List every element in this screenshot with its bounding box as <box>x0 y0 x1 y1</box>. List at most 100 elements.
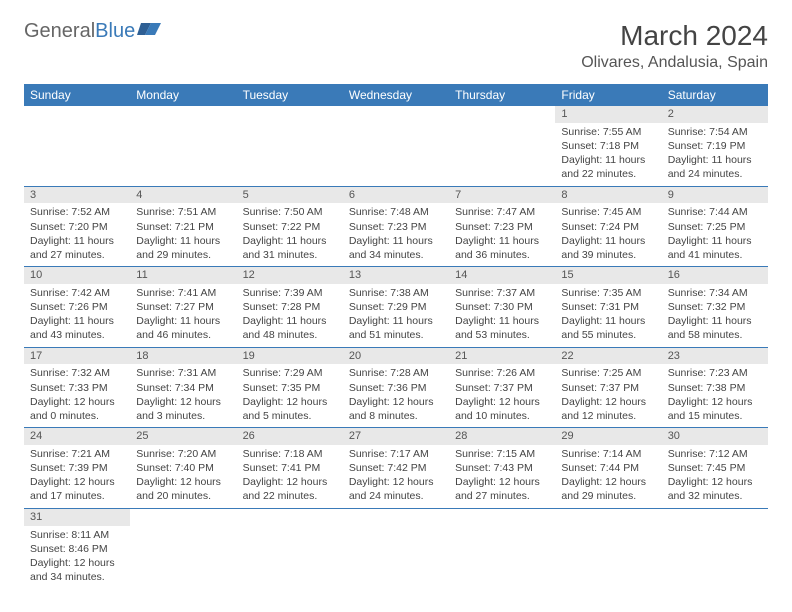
day-content: Sunrise: 7:39 AMSunset: 7:28 PMDaylight:… <box>237 284 343 347</box>
daylight-line: Daylight: 11 hours and 22 minutes. <box>561 153 655 181</box>
sunrise-line: Sunrise: 7:14 AM <box>561 447 655 461</box>
sunset-line: Sunset: 7:19 PM <box>668 139 762 153</box>
calendar-day-cell: 14Sunrise: 7:37 AMSunset: 7:30 PMDayligh… <box>449 267 555 348</box>
sunrise-line: Sunrise: 7:31 AM <box>136 366 230 380</box>
sunset-line: Sunset: 7:37 PM <box>561 381 655 395</box>
day-number: 29 <box>555 428 661 445</box>
calendar-empty-cell <box>237 106 343 186</box>
calendar-day-cell: 15Sunrise: 7:35 AMSunset: 7:31 PMDayligh… <box>555 267 661 348</box>
daylight-line: Daylight: 11 hours and 46 minutes. <box>136 314 230 342</box>
daylight-line: Daylight: 12 hours and 27 minutes. <box>455 475 549 503</box>
sunrise-line: Sunrise: 7:32 AM <box>30 366 124 380</box>
sunset-line: Sunset: 7:37 PM <box>455 381 549 395</box>
day-number: 1 <box>555 106 661 123</box>
day-content: Sunrise: 7:44 AMSunset: 7:25 PMDaylight:… <box>662 203 768 266</box>
day-number: 15 <box>555 267 661 284</box>
day-content: Sunrise: 7:20 AMSunset: 7:40 PMDaylight:… <box>130 445 236 508</box>
day-content: Sunrise: 7:21 AMSunset: 7:39 PMDaylight:… <box>24 445 130 508</box>
calendar-day-cell: 4Sunrise: 7:51 AMSunset: 7:21 PMDaylight… <box>130 186 236 267</box>
day-content: Sunrise: 7:32 AMSunset: 7:33 PMDaylight:… <box>24 364 130 427</box>
sunrise-line: Sunrise: 7:45 AM <box>561 205 655 219</box>
calendar-day-cell: 29Sunrise: 7:14 AMSunset: 7:44 PMDayligh… <box>555 428 661 509</box>
weekday-header: Saturday <box>662 84 768 106</box>
title-block: March 2024 Olivares, Andalusia, Spain <box>581 20 768 72</box>
sunset-line: Sunset: 7:28 PM <box>243 300 337 314</box>
daylight-line: Daylight: 12 hours and 8 minutes. <box>349 395 443 423</box>
day-content: Sunrise: 7:37 AMSunset: 7:30 PMDaylight:… <box>449 284 555 347</box>
day-number: 25 <box>130 428 236 445</box>
month-title: March 2024 <box>581 20 768 52</box>
daylight-line: Daylight: 11 hours and 58 minutes. <box>668 314 762 342</box>
day-number: 22 <box>555 348 661 365</box>
sunrise-line: Sunrise: 7:42 AM <box>30 286 124 300</box>
calendar-empty-cell <box>130 106 236 186</box>
sunrise-line: Sunrise: 7:48 AM <box>349 205 443 219</box>
sunset-line: Sunset: 7:35 PM <box>243 381 337 395</box>
logo-text-2: Blue <box>95 20 135 43</box>
day-content: Sunrise: 7:41 AMSunset: 7:27 PMDaylight:… <box>130 284 236 347</box>
daylight-line: Daylight: 12 hours and 15 minutes. <box>668 395 762 423</box>
weekday-header: Sunday <box>24 84 130 106</box>
calendar-empty-cell <box>343 106 449 186</box>
calendar-day-cell: 6Sunrise: 7:48 AMSunset: 7:23 PMDaylight… <box>343 186 449 267</box>
day-content: Sunrise: 7:15 AMSunset: 7:43 PMDaylight:… <box>449 445 555 508</box>
sunrise-line: Sunrise: 7:17 AM <box>349 447 443 461</box>
sunrise-line: Sunrise: 7:26 AM <box>455 366 549 380</box>
calendar-body: 1Sunrise: 7:55 AMSunset: 7:18 PMDaylight… <box>24 106 768 588</box>
location-text: Olivares, Andalusia, Spain <box>581 54 768 72</box>
weekday-header-row: SundayMondayTuesdayWednesdayThursdayFrid… <box>24 84 768 106</box>
calendar-empty-cell <box>555 508 661 588</box>
day-content: Sunrise: 7:51 AMSunset: 7:21 PMDaylight:… <box>130 203 236 266</box>
sunrise-line: Sunrise: 7:47 AM <box>455 205 549 219</box>
sunrise-line: Sunrise: 7:29 AM <box>243 366 337 380</box>
sunset-line: Sunset: 7:44 PM <box>561 461 655 475</box>
day-content: Sunrise: 7:52 AMSunset: 7:20 PMDaylight:… <box>24 203 130 266</box>
day-number: 3 <box>24 187 130 204</box>
daylight-line: Daylight: 11 hours and 31 minutes. <box>243 234 337 262</box>
day-number: 31 <box>24 509 130 526</box>
calendar-day-cell: 19Sunrise: 7:29 AMSunset: 7:35 PMDayligh… <box>237 347 343 428</box>
sunset-line: Sunset: 7:42 PM <box>349 461 443 475</box>
sunset-line: Sunset: 7:34 PM <box>136 381 230 395</box>
day-number: 14 <box>449 267 555 284</box>
daylight-line: Daylight: 12 hours and 0 minutes. <box>30 395 124 423</box>
calendar-day-cell: 25Sunrise: 7:20 AMSunset: 7:40 PMDayligh… <box>130 428 236 509</box>
calendar-day-cell: 5Sunrise: 7:50 AMSunset: 7:22 PMDaylight… <box>237 186 343 267</box>
sunset-line: Sunset: 7:27 PM <box>136 300 230 314</box>
sunrise-line: Sunrise: 7:39 AM <box>243 286 337 300</box>
sunset-line: Sunset: 7:33 PM <box>30 381 124 395</box>
weekday-header: Monday <box>130 84 236 106</box>
day-content: Sunrise: 7:23 AMSunset: 7:38 PMDaylight:… <box>662 364 768 427</box>
day-number: 24 <box>24 428 130 445</box>
day-content: Sunrise: 7:47 AMSunset: 7:23 PMDaylight:… <box>449 203 555 266</box>
daylight-line: Daylight: 11 hours and 24 minutes. <box>668 153 762 181</box>
page-header: GeneralBlue March 2024 Olivares, Andalus… <box>24 20 768 72</box>
sunrise-line: Sunrise: 7:15 AM <box>455 447 549 461</box>
day-number: 23 <box>662 348 768 365</box>
sunrise-line: Sunrise: 7:52 AM <box>30 205 124 219</box>
day-number: 7 <box>449 187 555 204</box>
daylight-line: Daylight: 12 hours and 20 minutes. <box>136 475 230 503</box>
calendar-day-cell: 7Sunrise: 7:47 AMSunset: 7:23 PMDaylight… <box>449 186 555 267</box>
daylight-line: Daylight: 12 hours and 3 minutes. <box>136 395 230 423</box>
calendar-day-cell: 20Sunrise: 7:28 AMSunset: 7:36 PMDayligh… <box>343 347 449 428</box>
sunrise-line: Sunrise: 7:18 AM <box>243 447 337 461</box>
logo-text-1: General <box>24 20 95 43</box>
calendar-day-cell: 9Sunrise: 7:44 AMSunset: 7:25 PMDaylight… <box>662 186 768 267</box>
day-number: 28 <box>449 428 555 445</box>
calendar-empty-cell <box>449 106 555 186</box>
calendar-day-cell: 16Sunrise: 7:34 AMSunset: 7:32 PMDayligh… <box>662 267 768 348</box>
calendar-empty-cell <box>24 106 130 186</box>
sunrise-line: Sunrise: 7:21 AM <box>30 447 124 461</box>
sunrise-line: Sunrise: 7:20 AM <box>136 447 230 461</box>
day-content: Sunrise: 8:11 AMSunset: 8:46 PMDaylight:… <box>24 526 130 589</box>
sunset-line: Sunset: 7:40 PM <box>136 461 230 475</box>
calendar-row: 31Sunrise: 8:11 AMSunset: 8:46 PMDayligh… <box>24 508 768 588</box>
calendar-day-cell: 17Sunrise: 7:32 AMSunset: 7:33 PMDayligh… <box>24 347 130 428</box>
day-number: 27 <box>343 428 449 445</box>
daylight-line: Daylight: 11 hours and 29 minutes. <box>136 234 230 262</box>
day-number: 2 <box>662 106 768 123</box>
calendar-day-cell: 30Sunrise: 7:12 AMSunset: 7:45 PMDayligh… <box>662 428 768 509</box>
sunrise-line: Sunrise: 7:28 AM <box>349 366 443 380</box>
sunrise-line: Sunrise: 7:55 AM <box>561 125 655 139</box>
